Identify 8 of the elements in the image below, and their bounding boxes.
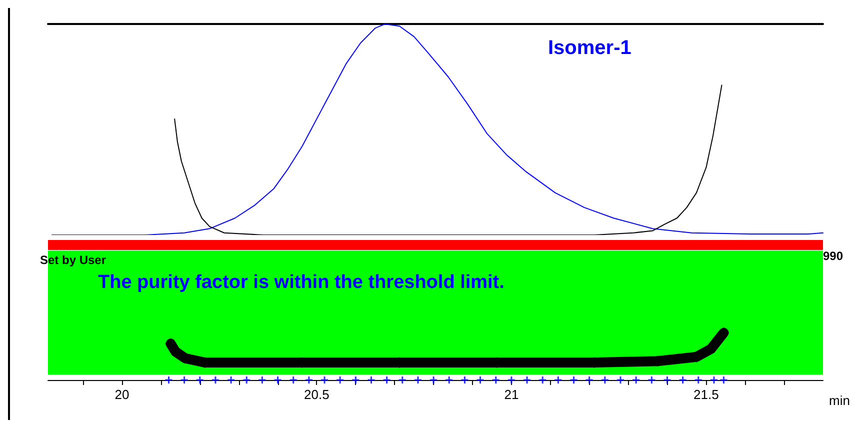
x-tick-label: 21.5	[694, 387, 719, 402]
annotation: Isomer-1	[548, 37, 632, 59]
text: 990	[822, 249, 844, 263]
x-tick-label: 20.5	[304, 387, 330, 402]
x-tick-label: 20	[114, 387, 130, 402]
x-axis-title: min	[829, 393, 850, 408]
text: The purity factor is within the threshold limit.	[98, 272, 504, 293]
x-tick-label: 21	[504, 387, 519, 402]
